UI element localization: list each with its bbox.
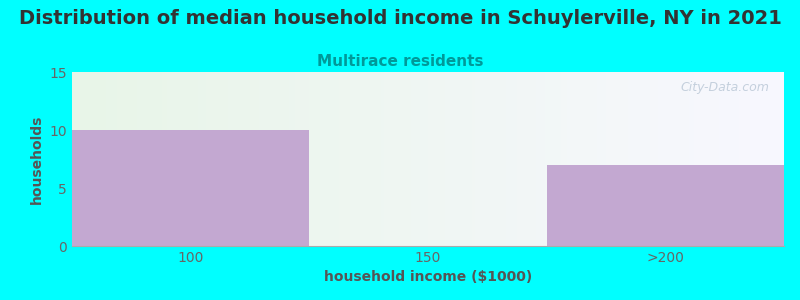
Bar: [546, 165, 784, 246]
Y-axis label: households: households: [30, 114, 44, 204]
Text: City-Data.com: City-Data.com: [681, 81, 770, 94]
Text: Distribution of median household income in Schuylerville, NY in 2021: Distribution of median household income …: [18, 9, 782, 28]
Bar: [72, 130, 310, 246]
X-axis label: household income ($1000): household income ($1000): [324, 270, 532, 284]
Text: Multirace residents: Multirace residents: [317, 54, 483, 69]
